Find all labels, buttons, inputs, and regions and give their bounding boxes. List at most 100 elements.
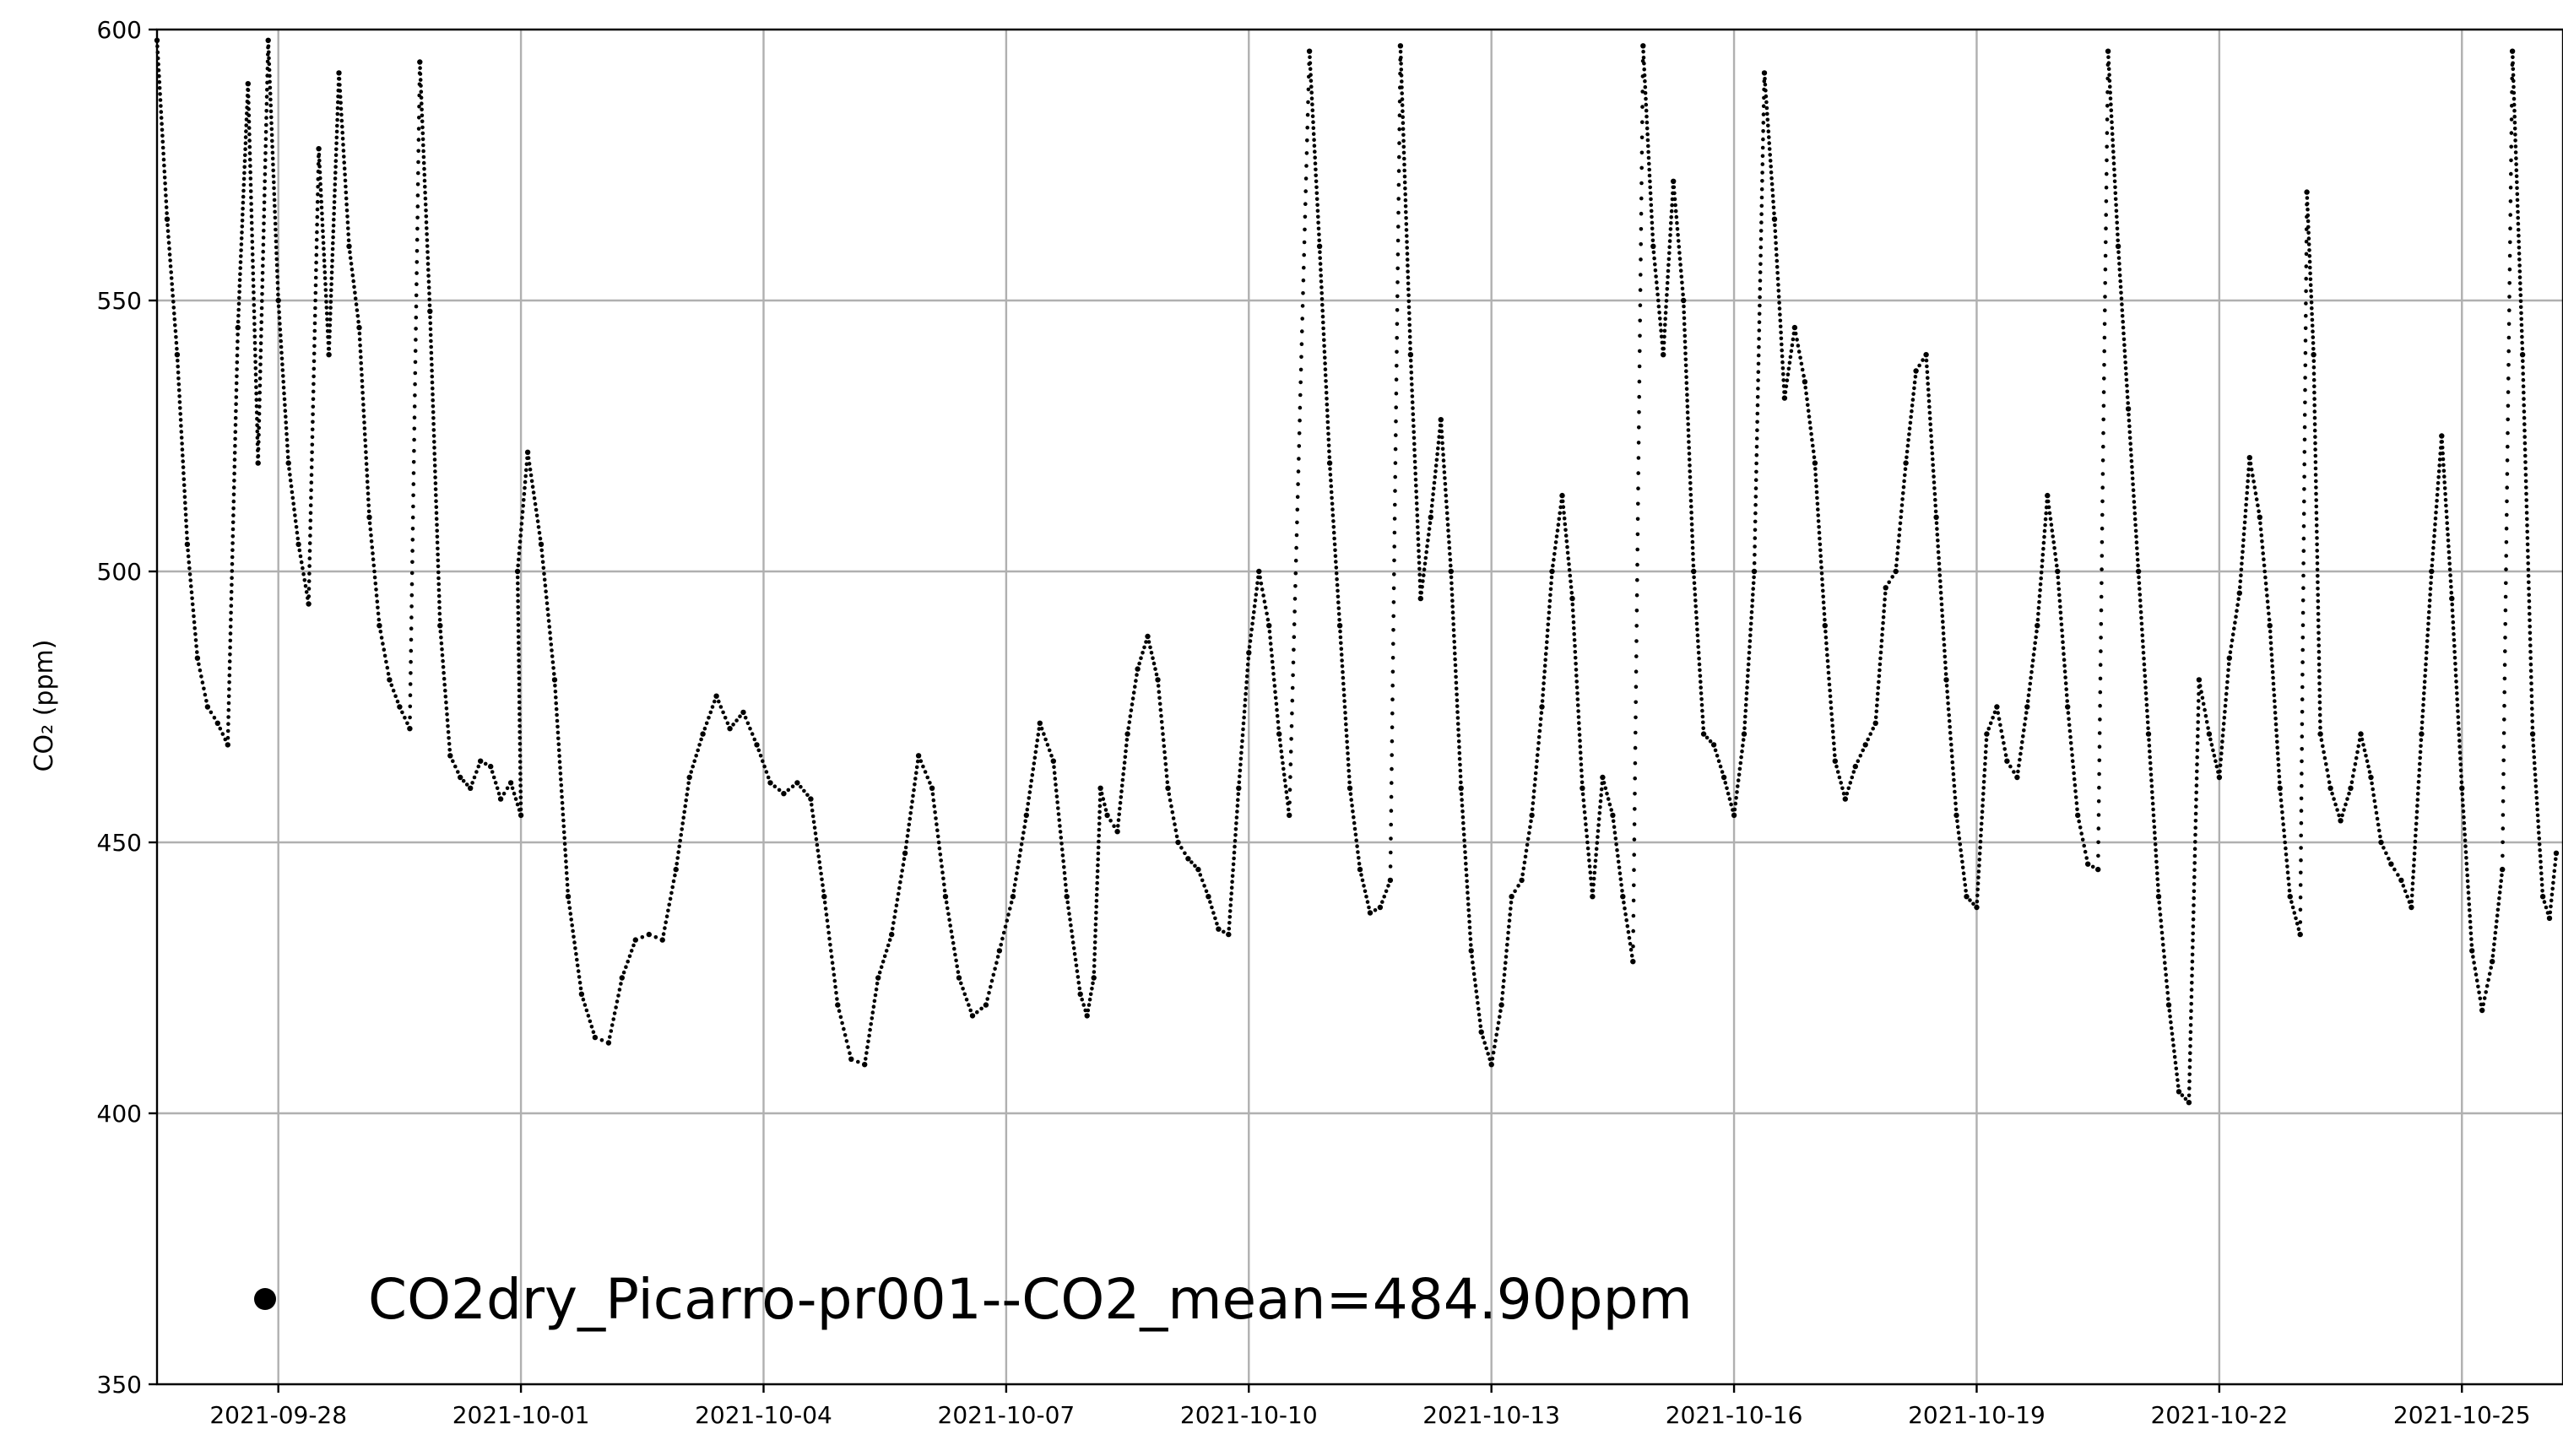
data-point [1758, 270, 1763, 274]
data-point [2189, 1015, 2193, 1020]
data-point [176, 376, 181, 381]
data-point [516, 629, 521, 633]
data-point [1761, 112, 1766, 116]
data-point [1736, 784, 1740, 788]
data-point [1579, 762, 1584, 766]
data-point [1430, 498, 1435, 502]
data-point [1047, 748, 1052, 753]
data-point [1455, 698, 1460, 702]
data-point [1675, 227, 1680, 231]
data-point [267, 62, 272, 67]
data-point [1321, 326, 1325, 331]
data-point [2300, 759, 2304, 764]
data-point [2012, 770, 2016, 774]
data-point [2517, 240, 2521, 244]
data-point [1271, 672, 1276, 676]
data-point [2135, 568, 2142, 575]
data-point [1634, 624, 1639, 628]
data-point [412, 404, 417, 409]
data-point [2203, 707, 2207, 712]
data-point [1683, 357, 1688, 362]
data-point [1092, 940, 1097, 945]
data-point [199, 674, 203, 679]
data-point [483, 761, 488, 766]
data-point [2441, 451, 2445, 456]
data-point [264, 109, 269, 113]
data-point [951, 940, 956, 945]
data-point [2535, 813, 2540, 818]
data-point [2458, 768, 2463, 772]
data-point [2067, 717, 2071, 722]
data-point [1572, 625, 1576, 631]
data-point [1875, 697, 1880, 702]
data-point [2511, 73, 2516, 78]
data-point [2100, 540, 2105, 544]
data-point [1352, 826, 1357, 831]
data-point [2429, 568, 2435, 575]
data-point [1222, 929, 1226, 934]
data-point [1486, 1052, 1490, 1056]
data-point [871, 1004, 876, 1009]
data-point [237, 278, 242, 283]
data-point [356, 324, 362, 331]
data-point [2466, 885, 2470, 889]
data-point [318, 176, 322, 181]
data-point [375, 599, 380, 604]
data-point [2133, 522, 2138, 528]
data-point [517, 641, 521, 645]
data-point [1478, 1029, 1484, 1035]
data-point [532, 496, 537, 501]
data-point [314, 268, 318, 273]
data-point [2132, 517, 2138, 522]
x-tick-label: 2021-10-16 [1666, 1401, 1803, 1429]
data-point [1524, 848, 1529, 853]
data-point [2381, 846, 2386, 850]
data-point [1404, 210, 1408, 214]
data-point [1753, 519, 1758, 524]
data-point [242, 159, 247, 164]
data-point [522, 491, 527, 496]
data-point [2461, 809, 2466, 814]
data-point [1930, 446, 1934, 450]
data-point [255, 429, 260, 434]
data-point [2016, 769, 2020, 774]
data-point [299, 560, 304, 565]
data-point [2525, 523, 2529, 528]
data-point [2159, 918, 2163, 923]
data-point [434, 499, 438, 503]
data-point [1639, 165, 1644, 170]
data-point [1611, 819, 1616, 824]
data-point [458, 774, 463, 781]
data-point [1810, 437, 1814, 442]
data-point [1502, 972, 1507, 977]
data-point [1691, 568, 1697, 575]
data-point [584, 1008, 589, 1013]
data-point [1400, 91, 1404, 95]
data-point [2342, 808, 2346, 812]
data-point [1807, 414, 1812, 419]
data-point [1677, 251, 1682, 255]
data-point [577, 980, 582, 985]
data-point [1074, 963, 1079, 968]
data-point [1634, 730, 1638, 735]
data-point [1342, 699, 1347, 703]
data-point [2303, 326, 2308, 331]
data-point [2064, 693, 2069, 697]
data-point [2468, 925, 2473, 930]
data-point [2035, 629, 2039, 634]
data-point [2041, 546, 2046, 551]
data-point [178, 412, 182, 416]
data-point [1756, 387, 1760, 391]
data-point [178, 406, 182, 410]
data-point [1389, 822, 1393, 827]
x-tick-label: 2021-10-01 [452, 1401, 590, 1429]
data-point [1092, 958, 1097, 962]
data-point [1636, 441, 1641, 445]
data-point [436, 564, 441, 569]
data-point [2038, 582, 2043, 587]
data-point [2526, 567, 2531, 572]
data-point [2148, 749, 2152, 754]
data-point [1753, 536, 1758, 540]
data-point [1213, 916, 1217, 921]
data-point [1404, 222, 1409, 226]
